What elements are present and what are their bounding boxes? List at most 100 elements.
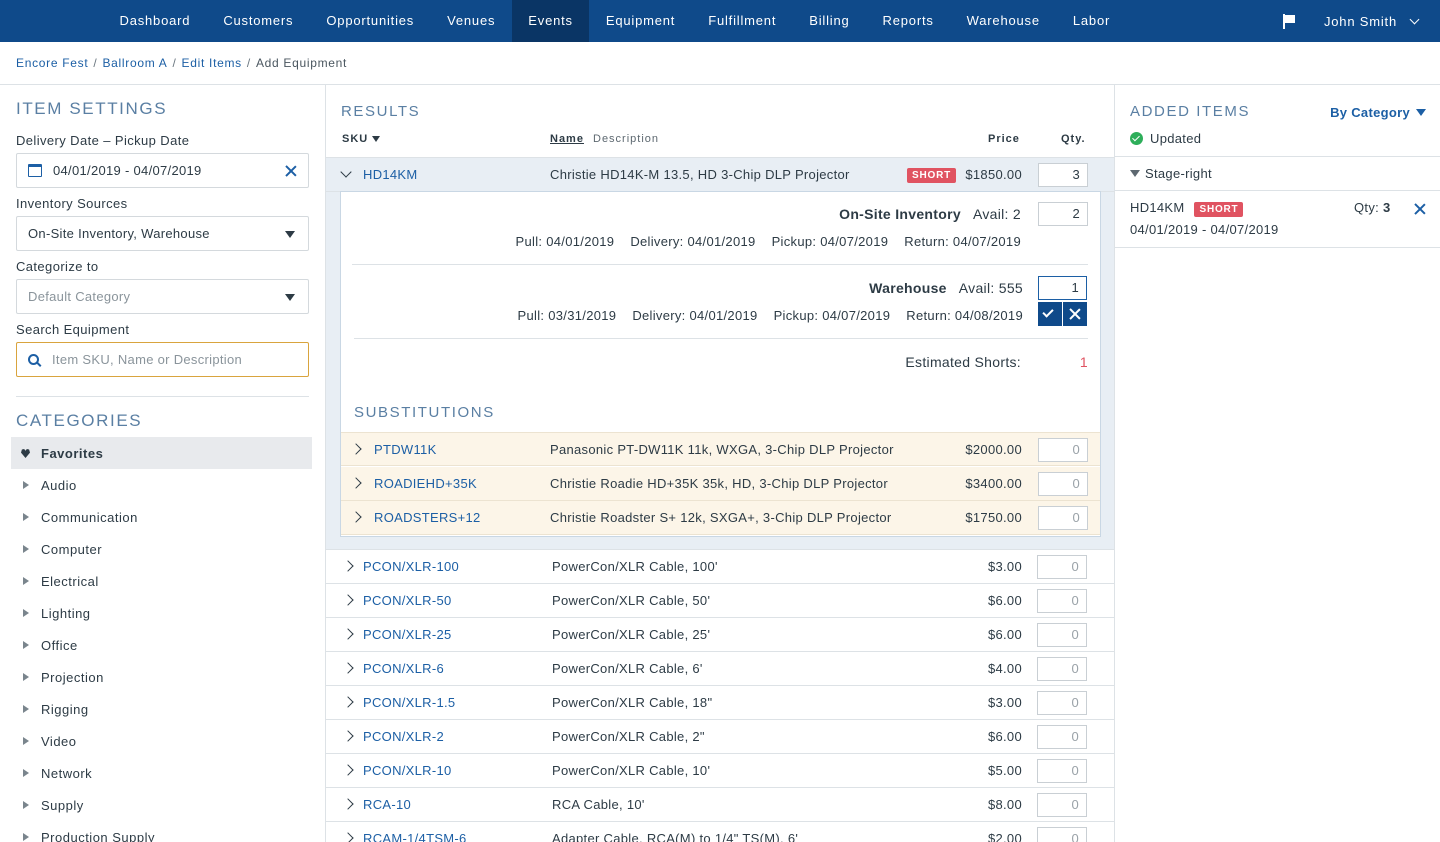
qty-input[interactable]: 0 [1037, 691, 1087, 715]
date-range-field[interactable]: 04/01/2019 - 04/07/2019 [16, 153, 309, 188]
chevron-right-icon[interactable] [342, 696, 354, 708]
chevron-right-icon[interactable] [350, 511, 362, 523]
breadcrumb-link-edit-items[interactable]: Edit Items [181, 56, 242, 70]
category-office[interactable]: Office [11, 629, 312, 661]
table-row[interactable]: PCON/XLR-6 PowerCon/XLR Cable, 6' $4.00 0 [326, 652, 1114, 686]
user-menu[interactable]: John Smith [1323, 13, 1397, 29]
nav-venues[interactable]: Venues [447, 13, 496, 28]
chevron-right-icon[interactable] [342, 560, 354, 572]
qty-input[interactable]: 0 [1037, 589, 1087, 613]
table-row[interactable]: RCAM-1/4TSM-6 Adapter Cable, RCA(M) to 1/… [326, 822, 1114, 842]
nav-equipment[interactable]: Equipment [605, 13, 676, 28]
category-network[interactable]: Network [11, 757, 312, 789]
table-row-expanded[interactable]: HD14KM Christie HD14K-M 13.5, HD 3-Chip … [326, 157, 1114, 192]
table-row[interactable]: PCON/XLR-2 PowerCon/XLR Cable, 2" $6.00 0 [326, 720, 1114, 754]
sort-by-sku[interactable]: SKU [342, 133, 381, 145]
category-lighting[interactable]: Lighting [11, 597, 312, 629]
nav-labor[interactable]: Labor [1072, 13, 1111, 28]
onsite-qty-input[interactable]: 2 [1038, 202, 1088, 226]
nav-dashboard[interactable]: Dashboard [119, 13, 191, 28]
qty-input[interactable]: 0 [1037, 657, 1087, 681]
sub-price: $1750.00 [965, 510, 1022, 525]
item-sku-link[interactable]: PCON/XLR-100 [363, 559, 460, 574]
substitution-row[interactable]: ROADIEHD+35K Christie Roadie HD+35K 35k,… [341, 467, 1100, 501]
item-sku-link[interactable]: PCON/XLR-6 [363, 661, 445, 676]
item-sku-link[interactable]: RCA-10 [363, 797, 412, 812]
category-computer[interactable]: Computer [11, 533, 312, 565]
chevron-right-icon[interactable] [342, 730, 354, 742]
sub-sku-link[interactable]: ROADSTERS+12 [374, 510, 481, 525]
chevron-right-icon[interactable] [342, 832, 354, 842]
calendar-icon[interactable] [28, 164, 42, 177]
item-sku-link[interactable]: HD14KM [363, 167, 418, 182]
qty-input[interactable]: 0 [1037, 555, 1087, 579]
table-row[interactable]: PCON/XLR-100 PowerCon/XLR Cable, 100' $3.0… [326, 550, 1114, 584]
chevron-right-icon[interactable] [350, 443, 362, 455]
chevron-right-icon[interactable] [342, 798, 354, 810]
clear-date-icon[interactable] [285, 165, 297, 177]
table-row[interactable]: RCA-10 RCA Cable, 10' $8.00 0 [326, 788, 1114, 822]
sub-qty-input[interactable]: 0 [1038, 472, 1088, 496]
confirm-button[interactable] [1038, 302, 1062, 326]
qty-input[interactable]: 3 [1038, 163, 1088, 187]
categorize-select[interactable]: Default Category [16, 279, 309, 314]
item-sku-link[interactable]: PCON/XLR-50 [363, 593, 452, 608]
breadcrumb-link-room[interactable]: Ballroom A [102, 56, 168, 70]
table-row[interactable]: PCON/XLR-10 PowerCon/XLR Cable, 10' $5.00 0 [326, 754, 1114, 788]
category-favorites[interactable]: Favorites [11, 437, 312, 469]
nav-reports[interactable]: Reports [882, 13, 934, 28]
item-sku-link[interactable]: RCAM-1/4TSM-6 [363, 831, 467, 842]
table-row[interactable]: PCON/XLR-1.5 PowerCon/XLR Cable, 18" $3.00… [326, 686, 1114, 720]
substitution-row[interactable]: ROADSTERS+12 Christie Roadster S+ 12k, S… [341, 501, 1100, 535]
sort-by-name[interactable]: Name [550, 133, 584, 145]
category-audio[interactable]: Audio [11, 469, 312, 501]
nav-opportunities[interactable]: Opportunities [326, 13, 415, 28]
chevron-down-icon[interactable] [1409, 14, 1420, 24]
chevron-right-icon[interactable] [342, 662, 354, 674]
col-price: Price [988, 133, 1020, 145]
chevron-right-icon[interactable] [342, 628, 354, 640]
qty-input[interactable]: 0 [1037, 623, 1087, 647]
item-sku-link[interactable]: PCON/XLR-10 [363, 763, 452, 778]
sources-select[interactable]: On-Site Inventory, Warehouse [16, 216, 309, 251]
category-communication[interactable]: Communication [11, 501, 312, 533]
group-stage-right[interactable]: Stage-right [1130, 166, 1212, 181]
sort-by-category-dropdown[interactable]: By Category [1330, 105, 1426, 120]
item-sku-link[interactable]: PCON/XLR-1.5 [363, 695, 456, 710]
remove-item-icon[interactable] [1414, 203, 1426, 215]
chevron-right-icon[interactable] [350, 477, 362, 489]
qty-input[interactable]: 0 [1037, 759, 1087, 783]
warehouse-qty-input[interactable]: 1 [1038, 276, 1087, 300]
nav-billing[interactable]: Billing [809, 13, 850, 28]
cancel-button[interactable] [1063, 302, 1087, 326]
substitution-row[interactable]: PTDW11K Panasonic PT-DW11K 11k, WXGA, 3-… [341, 432, 1100, 466]
table-row[interactable]: PCON/XLR-25 PowerCon/XLR Cable, 25' $6.00 0 [326, 618, 1114, 652]
qty-input[interactable]: 0 [1037, 725, 1087, 749]
category-projection[interactable]: Projection [11, 661, 312, 693]
sub-sku-link[interactable]: ROADIEHD+35K [374, 476, 477, 491]
chevron-right-icon[interactable] [342, 594, 354, 606]
flag-icon[interactable] [1282, 14, 1296, 29]
nav-warehouse[interactable]: Warehouse [966, 13, 1040, 28]
category-supply[interactable]: Supply [11, 789, 312, 821]
nav-fulfillment[interactable]: Fulfillment [708, 13, 777, 28]
sub-sku-link[interactable]: PTDW11K [374, 441, 437, 457]
category-production-supply[interactable]: Production Supply [11, 821, 312, 842]
nav-events[interactable]: Events [511, 0, 590, 42]
sort-by-description[interactable]: Description [593, 133, 660, 145]
sub-qty-input[interactable]: 0 [1038, 438, 1088, 462]
category-video[interactable]: Video [11, 725, 312, 757]
breadcrumb-link-event[interactable]: Encore Fest [16, 56, 89, 70]
qty-input[interactable]: 0 [1037, 793, 1087, 817]
chevron-right-icon[interactable] [342, 764, 354, 776]
category-rigging[interactable]: Rigging [11, 693, 312, 725]
item-sku-link[interactable]: PCON/XLR-25 [363, 627, 452, 642]
item-sku-link[interactable]: PCON/XLR-2 [363, 729, 445, 744]
qty-input[interactable]: 0 [1037, 827, 1087, 842]
search-input[interactable]: Item SKU, Name or Description [16, 342, 309, 377]
category-electrical[interactable]: Electrical [11, 565, 312, 597]
table-row[interactable]: PCON/XLR-50 PowerCon/XLR Cable, 50' $6.00 0 [326, 584, 1114, 618]
nav-customers[interactable]: Customers [223, 13, 294, 28]
sub-qty-input[interactable]: 0 [1038, 506, 1088, 530]
chevron-down-icon[interactable] [340, 166, 352, 178]
